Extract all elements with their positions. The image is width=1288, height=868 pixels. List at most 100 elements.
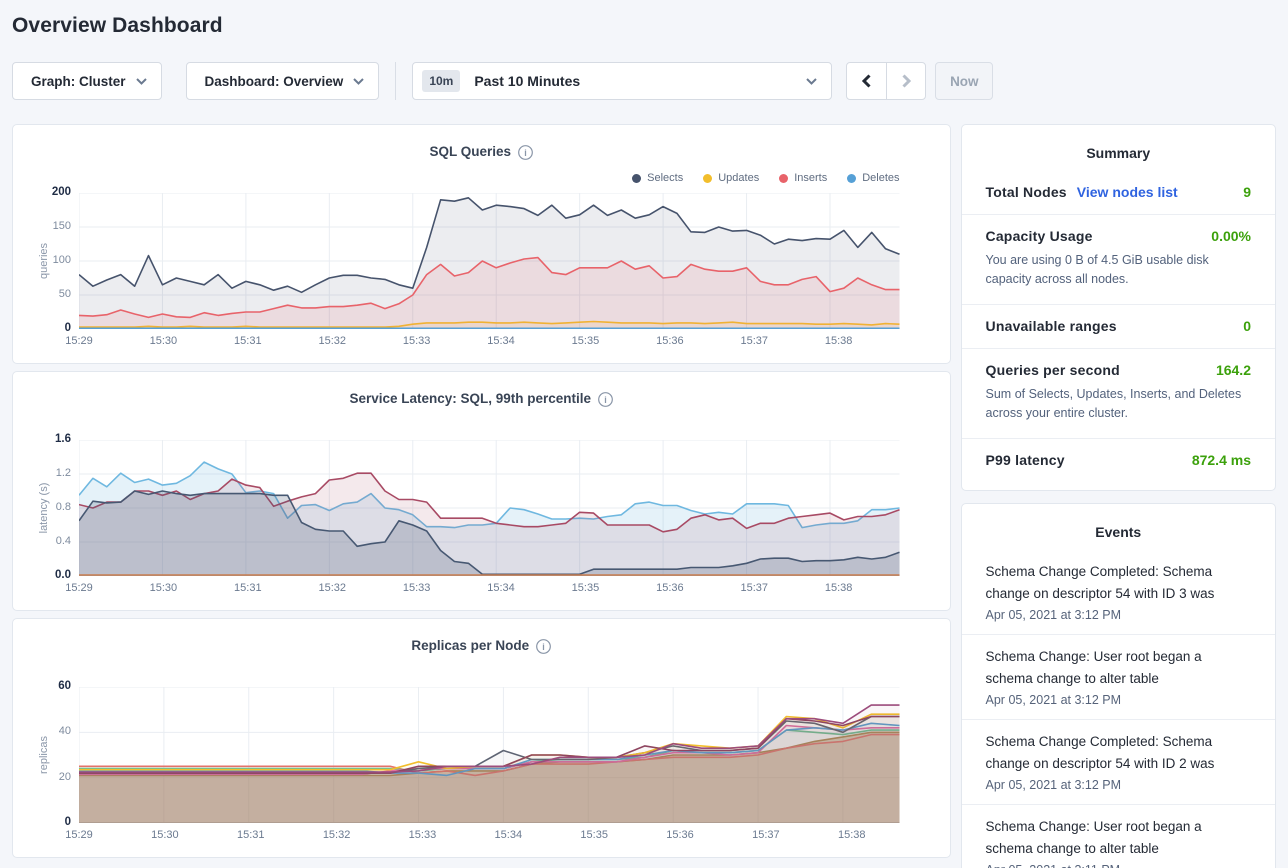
page-title: Overview Dashboard — [12, 14, 223, 37]
series-line-node-blue — [79, 722, 900, 777]
graph-dropdown[interactable]: Graph: Cluster — [12, 62, 162, 100]
x-axis-tick: 15:31 — [236, 829, 265, 841]
x-axis-tick: 15:32 — [322, 829, 351, 841]
y-axis-tick: 0.4 — [55, 535, 71, 547]
now-button[interactable]: Now — [935, 62, 994, 100]
chevron-down-icon — [135, 77, 147, 85]
info-icon[interactable]: i — [536, 639, 552, 654]
summary-title: Summary — [1086, 145, 1151, 161]
x-axis-tick: 15:29 — [65, 335, 93, 347]
toolbar: Graph: Cluster Dashboard: Overview 10m P… — [12, 62, 1276, 100]
legend-item-selects[interactable]: Selects — [632, 172, 683, 184]
summary-row-label: Unavailable ranges — [985, 317, 1117, 334]
event-timestamp: Apr 05, 2021 at 3:12 PM — [985, 777, 1122, 792]
x-axis-tick: 15:35 — [571, 582, 600, 594]
x-axis-tick: 15:31 — [234, 582, 262, 594]
chevron-down-icon — [806, 77, 818, 85]
event-timestamp: Apr 05, 2021 at 3:12 PM — [985, 692, 1122, 707]
main-content: SQL Queries i Selects Updates Inserts Deletes… — [12, 124, 1276, 868]
y-axis-tick: 1.6 — [55, 433, 71, 445]
x-axis-tick: 15:35 — [571, 335, 600, 347]
summary-row-description: Sum of Selects, Updates, Inserts, and De… — [985, 386, 1242, 421]
y-axis-tick: 150 — [52, 220, 71, 232]
time-range-picker[interactable]: 10m Past 10 Minutes — [412, 62, 833, 100]
x-axis-tick: 15:34 — [487, 582, 515, 594]
summary-row: Unavailable ranges 0 — [961, 303, 1275, 348]
x-axis-tick: 15:38 — [824, 335, 853, 347]
x-axis-tick: 15:38 — [824, 582, 853, 594]
y-axis-label: queries — [38, 242, 50, 280]
svg-text:i: i — [604, 395, 607, 405]
x-axis-tick: 15:32 — [318, 582, 346, 594]
summary-row-value: 0.00% — [1211, 228, 1251, 244]
chart-plot[interactable] — [79, 440, 900, 576]
series-line-node-salmon — [79, 733, 900, 777]
info-icon[interactable]: i — [598, 392, 613, 407]
x-axis-tick: 15:30 — [149, 335, 178, 347]
x-axis-tick: 15:36 — [666, 829, 694, 841]
y-axis-tick: 100 — [52, 254, 71, 266]
time-prev-button[interactable] — [847, 63, 886, 99]
x-axis-tick: 15:38 — [837, 829, 866, 841]
legend-dot — [779, 173, 789, 183]
x-axis-tick: 15:35 — [580, 829, 608, 841]
charts-column: SQL Queries i Selects Updates Inserts Deletes… — [12, 124, 951, 858]
chart-legend: Selects Updates Inserts Deletes — [632, 172, 900, 184]
events-title: Events — [1095, 523, 1142, 540]
graph-dropdown-label: Graph: Cluster — [31, 73, 126, 89]
series-line-selects — [79, 197, 900, 294]
chart-title: Service Latency: SQL, 99th percentile i — [13, 391, 950, 407]
view-nodes-link[interactable]: View nodes list — [1076, 184, 1178, 200]
time-step-group — [846, 62, 927, 100]
x-axis-tick: 15:34 — [494, 829, 523, 841]
summary-row: Total Nodes View nodes list 9 — [962, 171, 1275, 214]
event-text[interactable]: Schema Change: User root began a schema … — [985, 818, 1202, 856]
y-axis-tick: 200 — [51, 186, 71, 198]
series-line-updates — [79, 320, 900, 328]
event-item: Schema Change Completed: Schema change o… — [961, 718, 1275, 804]
legend-item-updates[interactable]: Updates — [703, 172, 759, 184]
events-panel: Events Schema Change Completed: Schema c… — [960, 502, 1276, 868]
y-axis-label: latency (s) — [38, 482, 50, 534]
summary-row-value: 9 — [1243, 184, 1251, 200]
dashboard-dropdown[interactable]: Dashboard: Overview — [185, 62, 380, 100]
summary-row: P99 latency 872.4 ms — [961, 437, 1275, 482]
svg-text:i: i — [542, 642, 545, 652]
series-line-p99-maroon — [79, 472, 900, 533]
chart-panel-replicas-per-node: Replicas per Node i 0 20 40 60 replicas 15:29 15… — [12, 618, 951, 858]
x-axis-tick: 15:30 — [149, 582, 178, 594]
summary-row-label: P99 latency — [985, 451, 1065, 468]
y-axis-tick: 0 — [64, 322, 71, 334]
chart-title: Replicas per Node i — [13, 638, 950, 654]
event-text[interactable]: Schema Change Completed: Schema change o… — [985, 733, 1215, 771]
summary-row-value: 872.4 ms — [1191, 451, 1251, 468]
legend-item-deletes[interactable]: Deletes — [847, 172, 900, 184]
event-item: Schema Change Completed: Schema change o… — [962, 550, 1275, 634]
x-axis-tick: 15:29 — [65, 582, 93, 594]
legend-item-inserts[interactable]: Inserts — [779, 172, 827, 184]
summary-row: Capacity Usage 0.00% You are using 0 B of … — [961, 214, 1275, 304]
summary-panel: Summary Total Nodes View nodes list 9 Capac… — [960, 124, 1276, 491]
chart-plot[interactable] — [79, 193, 900, 329]
time-next-button[interactable] — [886, 63, 925, 99]
info-icon[interactable]: i — [518, 145, 533, 160]
x-axis-tick: 15:31 — [234, 335, 262, 347]
event-text[interactable]: Schema Change: User root began a schema … — [985, 648, 1202, 686]
series-line-node-brown — [79, 731, 900, 777]
event-text[interactable]: Schema Change Completed: Schema change o… — [985, 563, 1215, 601]
legend-dot — [632, 173, 642, 183]
svg-text:i: i — [524, 148, 527, 158]
summary-row-value: 164.2 — [1215, 361, 1251, 378]
chart-plot[interactable] — [79, 687, 900, 823]
toolbar-divider — [395, 62, 397, 100]
chart-panel-service-latency-sql-99th-percentile: Service Latency: SQL, 99th percentile i 0.… — [12, 371, 951, 611]
series-line-inserts — [79, 256, 900, 319]
sidebar: Summary Total Nodes View nodes list 9 Capac… — [960, 124, 1276, 868]
time-range-badge: 10m — [422, 70, 461, 92]
y-axis-tick: 20 — [58, 770, 71, 783]
chevron-right-icon — [902, 74, 911, 88]
summary-row: Queries per second 164.2 Sum of Selects, U… — [961, 347, 1275, 438]
y-axis-label: replicas — [38, 736, 50, 774]
event-timestamp: Apr 05, 2021 at 3:12 PM — [985, 607, 1122, 622]
chevron-left-icon — [862, 74, 871, 88]
